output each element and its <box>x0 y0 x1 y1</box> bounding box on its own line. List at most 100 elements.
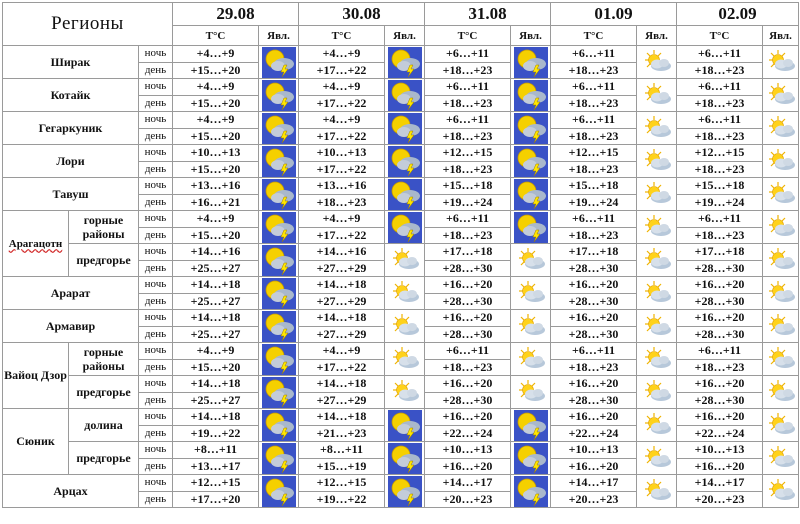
table-row: предгорье ночь +8…+11 +8…+11 +10…+13 +10…+13 +… <box>3 441 800 475</box>
day-temp: +28…+30 <box>676 325 764 343</box>
night-label: ночь <box>137 408 174 426</box>
day-temp: +15…+19 <box>298 457 386 475</box>
partly-cloudy-icon <box>768 446 795 467</box>
night-temp: +4…+9 <box>172 342 260 360</box>
partly-cloudy-icon <box>392 347 419 368</box>
weather-cell <box>384 243 426 277</box>
day-label: день <box>137 127 174 145</box>
day-temp: +28…+30 <box>424 325 512 343</box>
partly-cloudy-icon <box>518 314 545 335</box>
sun-cloud-lightning-icon <box>387 46 422 78</box>
night-temp: +6…+11 <box>676 111 764 129</box>
partly-cloudy-icon <box>644 116 671 137</box>
night-label: ночь <box>137 111 174 129</box>
temp-header: T°C <box>172 25 260 46</box>
table-row: день +25…+27 +27…+29 +28…+30 +28…+30 +28…+30 <box>3 391 799 409</box>
day-temp: +18…+23 <box>550 61 638 79</box>
weather-cell <box>636 243 678 277</box>
night-temp: +16…+20 <box>424 309 512 327</box>
sun-cloud-lightning-icon <box>261 211 296 243</box>
weather-cell <box>762 210 800 244</box>
table-row: Вайоц Дзор горные районы ночь +4…+9 +4…+9 +6…… <box>2 342 800 409</box>
weather-cell <box>384 45 426 79</box>
region-name: Арцах <box>2 474 139 508</box>
weather-cell <box>636 309 678 343</box>
day-temp: +27…+29 <box>298 391 386 409</box>
night-temp: +15…+18 <box>550 177 638 195</box>
weather-cell <box>762 309 800 343</box>
weather-cell <box>636 177 678 211</box>
night-temp: +10…+13 <box>298 144 386 162</box>
weather-cell <box>762 474 800 508</box>
night-temp: +13…+16 <box>298 177 386 195</box>
night-temp: +6…+11 <box>424 78 512 96</box>
night-temp: +12…+15 <box>298 474 386 492</box>
day-label: день <box>137 490 174 508</box>
night-temp: +6…+11 <box>676 210 764 228</box>
partly-cloudy-icon <box>644 314 671 335</box>
day-temp: +19…+22 <box>298 490 386 508</box>
night-temp: +4…+9 <box>172 111 260 129</box>
partly-cloudy-icon <box>644 380 671 401</box>
partly-cloudy-icon <box>644 347 671 368</box>
day-temp: +15…+20 <box>172 61 260 79</box>
night-temp: +16…+20 <box>676 408 764 426</box>
night-label: ночь <box>137 342 174 360</box>
sun-cloud-lightning-icon <box>261 343 296 375</box>
day-temp: +16…+20 <box>676 457 764 475</box>
night-temp: +10…+13 <box>676 441 764 459</box>
day-temp: +18…+23 <box>550 160 638 178</box>
regions-header: Регионы <box>1 2 174 46</box>
day-temp: +18…+23 <box>424 226 512 244</box>
weather-cell <box>384 177 426 211</box>
night-temp: +4…+9 <box>298 342 386 360</box>
weather-cell <box>258 210 300 244</box>
day-temp: +16…+20 <box>550 457 638 475</box>
partly-cloudy-icon <box>768 182 795 203</box>
night-temp: +4…+9 <box>172 45 260 63</box>
day-temp: +18…+23 <box>676 358 764 376</box>
night-label: ночь <box>137 144 174 162</box>
temp-header: T°C <box>676 25 764 46</box>
weather-cell <box>258 45 300 79</box>
day-temp: +28…+30 <box>424 292 512 310</box>
night-temp: +4…+9 <box>298 210 386 228</box>
night-temp: +6…+11 <box>550 78 638 96</box>
weather-cell <box>762 276 800 310</box>
night-temp: +6…+11 <box>676 342 764 360</box>
night-temp: +4…+9 <box>298 78 386 96</box>
subregion-name: долина <box>68 408 139 442</box>
night-label: ночь <box>137 243 174 261</box>
night-temp: +14…+17 <box>676 474 764 492</box>
partly-cloudy-icon <box>644 446 671 467</box>
day-temp: +18…+23 <box>550 127 638 145</box>
weather-cell <box>258 78 300 112</box>
partly-cloudy-icon <box>768 83 795 104</box>
region-name: Армавир <box>2 309 139 343</box>
partly-cloudy-icon <box>644 50 671 71</box>
weather-cell <box>258 342 300 376</box>
weather-cell <box>384 276 426 310</box>
weather-cell <box>510 276 552 310</box>
region-name: Сюник <box>2 408 69 475</box>
night-temp: +14…+16 <box>298 243 386 261</box>
day-temp: +18…+23 <box>676 226 764 244</box>
weather-cell <box>636 342 678 376</box>
weather-cell <box>384 408 426 442</box>
day-label: день <box>137 457 174 475</box>
weather-cell <box>510 243 552 277</box>
subregion-name: предгорье <box>68 441 139 475</box>
sun-cloud-lightning-icon <box>513 79 548 111</box>
day-label: день <box>137 61 174 79</box>
sun-cloud-lightning-icon <box>513 145 548 177</box>
day-temp: +25…+27 <box>172 259 260 277</box>
night-temp: +10…+13 <box>424 441 512 459</box>
table-row: Гегаркуник ночь +4…+9 +4…+9 +6…+11 +6…+11 +6…+… <box>2 111 800 145</box>
partly-cloudy-icon <box>392 281 419 302</box>
night-temp: +12…+15 <box>676 144 764 162</box>
sun-cloud-lightning-icon <box>261 409 296 441</box>
weather-cell <box>258 111 300 145</box>
partly-cloudy-icon <box>768 149 795 170</box>
phenomena-header: Явл. <box>384 25 426 46</box>
table-row: Тавуш ночь +13…+16 +13…+16 +15…+18 +15…+18 +15… <box>2 177 800 211</box>
